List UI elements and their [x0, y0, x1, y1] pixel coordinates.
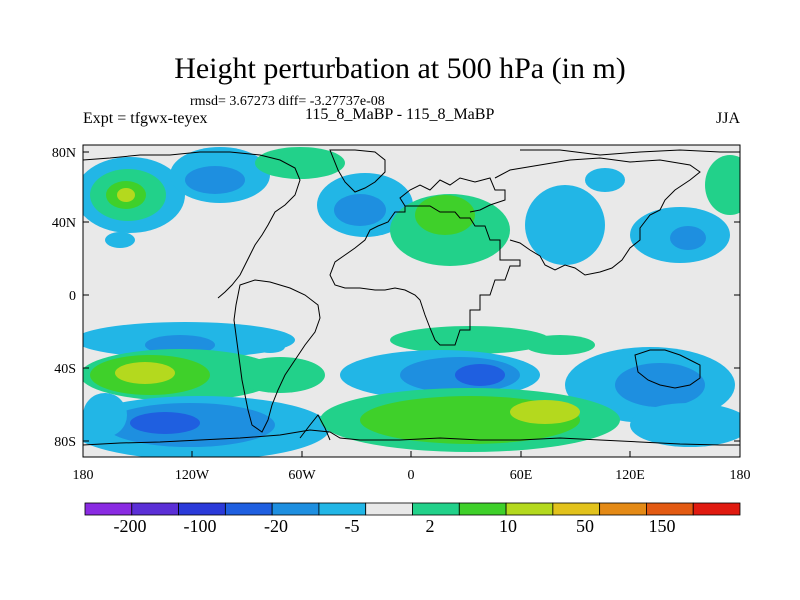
contour-fill-yellow-green [115, 362, 175, 384]
contour-fill-teal [525, 335, 595, 355]
rmsd-diff-stats: rmsd= 3.67273 diff= -3.27737e-08 [190, 94, 385, 109]
case-label: 115_8_MaBP - 115_8_MaBP [305, 106, 495, 123]
coastline-asia [494, 157, 701, 276]
colorbar-swatch [84, 502, 133, 516]
contour-fill-dark-blue [455, 364, 505, 386]
colorbar-swatch [318, 502, 367, 516]
colorbar-label: 50 [576, 516, 594, 536]
colorbar-label: -200 [114, 516, 147, 536]
colorbar-swatch [692, 502, 741, 516]
colorbar [84, 502, 741, 516]
x-tick-label: 180 [73, 468, 94, 483]
y-tick-labels: 80N 40N 0 40S 80S [52, 146, 76, 450]
coastline-europe [399, 177, 506, 213]
colorbar-label: 150 [649, 516, 676, 536]
contour-fill-teal [235, 357, 325, 393]
colorbar-labels: -200 -100 -20 -5 2 10 50 150 [114, 516, 676, 536]
contour-fill-blue [185, 166, 245, 194]
coastline-australia [634, 349, 701, 389]
contour-fill-cyan [83, 393, 127, 437]
colorbar-swatch [458, 502, 507, 516]
y-tick-label: 80S [54, 435, 76, 450]
colorbar-swatch [224, 502, 273, 516]
contour-fill-dark-blue [130, 412, 200, 434]
chart-title: Height perturbation at 500 hPa (in m) [174, 52, 626, 85]
colorbar-swatch [599, 502, 647, 516]
colorbar-swatch [552, 502, 601, 516]
contour-fill-cyan [630, 403, 740, 447]
contour-fill-blue [334, 194, 386, 226]
contour-fills [83, 147, 740, 457]
colorbar-swatch [505, 502, 554, 516]
contour-fill-cyan [105, 232, 135, 248]
coastlines [83, 149, 740, 446]
x-tick-label: 0 [408, 468, 415, 483]
contour-fill-cyan [585, 168, 625, 192]
contour-fill-yellow-green [510, 400, 580, 424]
experiment-label: Expt = tfgwx-teyex [83, 110, 208, 127]
contour-fill-teal [255, 147, 345, 179]
x-tick-label: 120W [175, 468, 210, 483]
y-tick-label: 80N [52, 146, 76, 161]
contour-fill-teal [705, 155, 740, 215]
x-tick-label: 60W [288, 468, 316, 483]
contour-fill-cyan [255, 341, 285, 353]
colorbar-swatch [178, 502, 226, 516]
x-tick-label: 60E [510, 468, 533, 483]
coastline-south-america [233, 279, 321, 433]
y-tick-label: 0 [69, 289, 76, 304]
coastline-antarctic-peninsula [299, 414, 331, 441]
contour-fill-blue [670, 226, 706, 250]
contour-fill-teal [390, 326, 550, 354]
x-tick-label: 120E [615, 468, 645, 483]
y-tick-label: 40N [52, 216, 76, 231]
colorbar-label: -100 [184, 516, 217, 536]
colorbar-label: -5 [345, 516, 360, 536]
colorbar-label: 10 [499, 516, 517, 536]
colorbar-label: 2 [426, 516, 435, 536]
colorbar-label: -20 [264, 516, 288, 536]
y-tick-label: 40S [54, 362, 76, 377]
coastline-africa [329, 205, 521, 346]
coastline-greenland [329, 149, 386, 193]
contour-fill-yellow-green [117, 188, 135, 202]
x-tick-labels: 180 120W 60W 0 60E 120E 180 [73, 468, 751, 483]
season-label: JJA [715, 110, 740, 127]
coastline-antarctica [83, 429, 740, 446]
x-axis [82, 451, 741, 457]
x-tick-label: 180 [730, 468, 751, 483]
colorbar-swatch [646, 502, 694, 516]
coastline-arctic [520, 149, 740, 156]
contour-fill-cyan [525, 185, 605, 265]
colorbar-swatch [365, 502, 413, 516]
colorbar-swatch [271, 502, 320, 516]
colorbar-swatch [131, 502, 179, 516]
coastline-north-america [83, 151, 301, 299]
colorbar-swatch [412, 502, 460, 516]
contour-fill-green [415, 195, 475, 235]
y-axis [83, 151, 740, 442]
